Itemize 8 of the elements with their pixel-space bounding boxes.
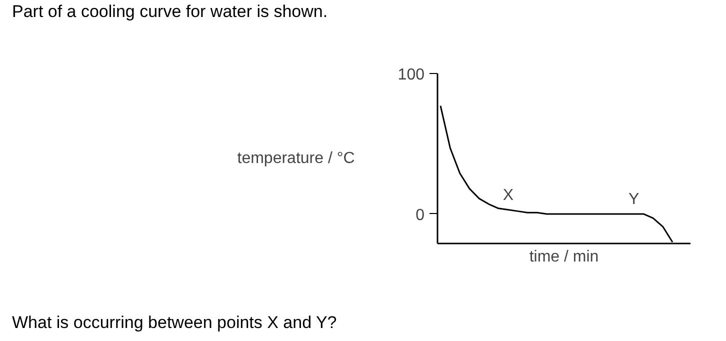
y-axis-title: temperature / °C [237,150,355,167]
text: What is occurring between points X and Y? [12,312,337,334]
data-label: X [502,186,514,204]
text: Part of a cooling curve for water is shown. [12,1,328,23]
y-tick-label: 0 [416,206,425,224]
y-tick-label: 100 [398,66,425,84]
data-label: Y [628,190,640,208]
x-axis-title: time / min [529,248,599,266]
